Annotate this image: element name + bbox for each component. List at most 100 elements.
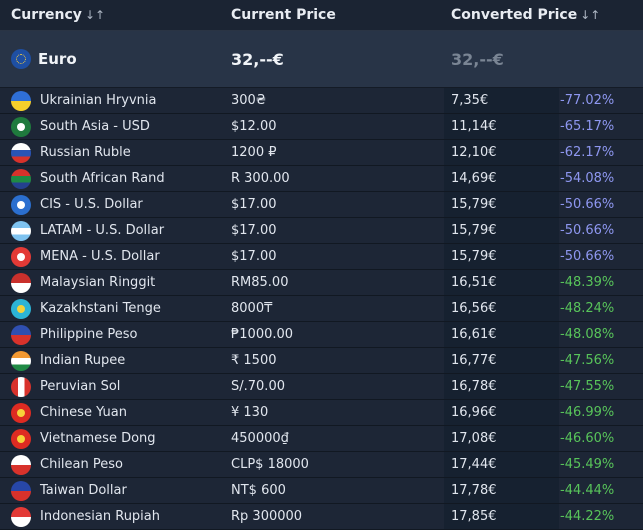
current-price: $17.00	[231, 249, 277, 264]
base-currency-name: Euro	[38, 50, 77, 68]
cn-flag-icon	[11, 402, 31, 423]
currency-name: South Asia - USD	[40, 119, 150, 134]
price-difference-percent: -50.66%	[560, 249, 615, 264]
ru-flag-icon	[11, 142, 31, 163]
table-row: Indonesian Rupiah Rp 300000 17,85€ -44.22%	[0, 504, 643, 530]
converted-price: 11,14€	[444, 114, 559, 139]
flag-emblem-icon	[17, 434, 25, 443]
sort-icon[interactable]: ↓↑	[84, 8, 106, 22]
converted-price: 16,61€	[444, 322, 559, 347]
current-price: $17.00	[231, 197, 277, 212]
flag-emblem-icon	[17, 200, 25, 209]
currency-name: Russian Ruble	[40, 145, 131, 160]
current-price: ₱1000.00	[231, 327, 294, 342]
currency-name: LATAM - U.S. Dollar	[40, 223, 165, 238]
price-difference-percent: -54.08%	[560, 171, 615, 186]
converted-price: 7,35€	[444, 88, 559, 113]
converted-price: 15,79€	[444, 192, 559, 217]
price-difference-percent: -44.44%	[560, 483, 615, 498]
base-current-price: 32,--€	[231, 49, 284, 69]
current-price: CLP$ 18000	[231, 457, 309, 472]
price-difference-percent: -45.49%	[560, 457, 615, 472]
price-difference-percent: -44.22%	[560, 509, 615, 524]
currency-name: Chilean Peso	[40, 457, 123, 472]
currency-name: Philippine Peso	[40, 327, 138, 342]
converted-price-column-header[interactable]: Converted Price ↓↑	[451, 7, 643, 23]
table-row: LATAM - U.S. Dollar $17.00 15,79€ -50.66%	[0, 218, 643, 244]
converted-price: 14,69€	[444, 166, 559, 191]
table-row: South Asia - USD $12.00 11,14€ -65.17%	[0, 114, 643, 140]
currency-name: Taiwan Dollar	[40, 483, 127, 498]
current-price: ¥ 130	[231, 405, 269, 420]
current-price: 8000₸	[231, 301, 273, 316]
current-price: ₹ 1500	[231, 353, 277, 368]
converted-price-header-label: Converted Price	[451, 7, 578, 23]
price-difference-percent: -48.08%	[560, 327, 615, 342]
table-row: Taiwan Dollar NT$ 600 17,78€ -44.44%	[0, 478, 643, 504]
eu-flag-icon	[11, 49, 31, 69]
currency-name: Vietnamese Dong	[40, 431, 156, 446]
table-row: Malaysian Ringgit RM85.00 16,51€ -48.39%	[0, 270, 643, 296]
table-row: Philippine Peso ₱1000.00 16,61€ -48.08%	[0, 322, 643, 348]
currency-name: MENA - U.S. Dollar	[40, 249, 160, 264]
flag-emblem-icon	[17, 252, 25, 261]
price-difference-percent: -77.02%	[560, 93, 615, 108]
id-flag-icon	[11, 506, 31, 527]
current-price: RM85.00	[231, 275, 289, 290]
table-row: Indian Rupee ₹ 1500 16,77€ -47.56%	[0, 348, 643, 374]
flag-emblem-icon	[17, 304, 25, 313]
sort-icon[interactable]: ↓↑	[580, 8, 601, 22]
tr-flag-icon	[11, 246, 31, 267]
ua-flag-icon	[11, 90, 31, 111]
currency-name: Ukrainian Hryvnia	[40, 93, 157, 108]
converted-price: 12,10€	[444, 140, 559, 165]
price-difference-percent: -48.39%	[560, 275, 615, 290]
currency-name: Peruvian Sol	[40, 379, 121, 394]
price-difference-percent: -47.55%	[560, 379, 615, 394]
currency-column-header[interactable]: Currency ↓↑	[0, 7, 231, 23]
converted-price: 15,79€	[444, 244, 559, 269]
converted-price: 16,77€	[444, 348, 559, 373]
flag-emblem-icon	[17, 408, 25, 417]
table-row: CIS - U.S. Dollar $17.00 15,79€ -50.66%	[0, 192, 643, 218]
table-row: South African Rand R 300.00 14,69€ -54.08%	[0, 166, 643, 192]
currency-name: Kazakhstani Tenge	[40, 301, 161, 316]
current-price: 450000₫	[231, 431, 289, 446]
base-converted-price: 32,--€	[451, 49, 504, 69]
pe-flag-icon	[11, 376, 31, 397]
price-difference-percent: -48.24%	[560, 301, 615, 316]
ar-flag-icon	[11, 220, 31, 241]
currency-header-label: Currency	[11, 7, 82, 23]
cl-flag-icon	[11, 454, 31, 475]
converted-price: 17,44€	[444, 452, 559, 477]
currency-name: Indian Rupee	[40, 353, 126, 368]
price-difference-percent: -46.99%	[560, 405, 615, 420]
current-price-column-header: Current Price	[231, 7, 451, 23]
converted-price: 16,78€	[444, 374, 559, 399]
converted-price: 15,79€	[444, 218, 559, 243]
currency-rows: Ukrainian Hryvnia 300₴ 7,35€ -77.02% South A…	[0, 88, 643, 530]
table-row: Peruvian Sol S/.70.00 16,78€ -47.55%	[0, 374, 643, 400]
converted-price: 17,85€	[444, 504, 559, 529]
in-flag-icon	[11, 350, 31, 371]
kz-flag-icon	[11, 298, 31, 319]
current-price: 300₴	[231, 93, 266, 108]
price-difference-percent: -47.56%	[560, 353, 615, 368]
price-difference-percent: -62.17%	[560, 145, 615, 160]
converted-price: 17,08€	[444, 426, 559, 451]
currency-name: Malaysian Ringgit	[40, 275, 156, 290]
table-row: MENA - U.S. Dollar $17.00 15,79€ -50.66%	[0, 244, 643, 270]
converted-price: 17,78€	[444, 478, 559, 503]
current-price-header-label: Current Price	[231, 7, 336, 23]
current-price: R 300.00	[231, 171, 290, 186]
price-difference-percent: -50.66%	[560, 223, 615, 238]
current-price: Rp 300000	[231, 509, 303, 524]
currency-name: Indonesian Rupiah	[40, 509, 160, 524]
table-row: Russian Ruble 1200 ₽ 12,10€ -62.17%	[0, 140, 643, 166]
pk-flag-icon	[11, 116, 31, 137]
price-difference-percent: -46.60%	[560, 431, 615, 446]
table-row: Ukrainian Hryvnia 300₴ 7,35€ -77.02%	[0, 88, 643, 114]
cis-flag-icon	[11, 194, 31, 215]
table-header: Currency ↓↑ Current Price Converted Pric…	[0, 0, 643, 31]
